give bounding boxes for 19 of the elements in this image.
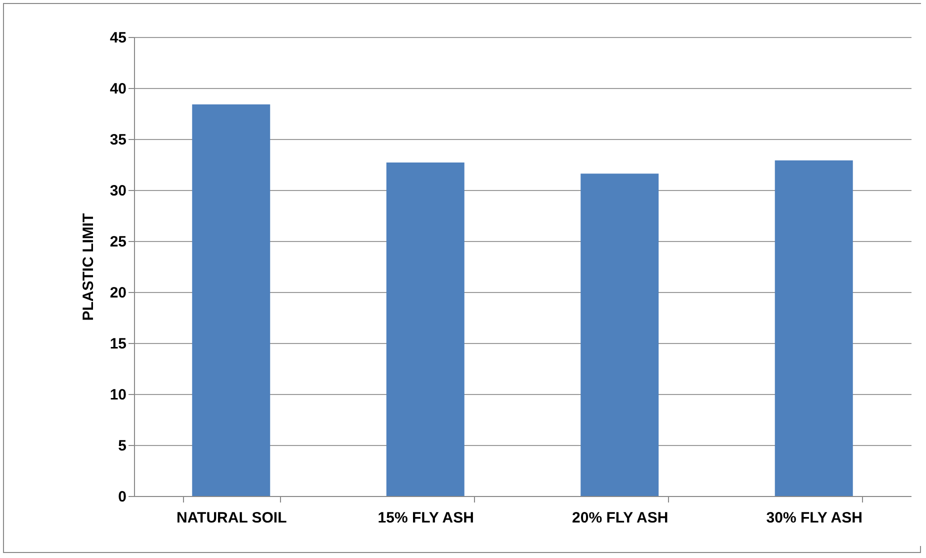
y-tick-label: 25 xyxy=(110,234,126,250)
x-tick-label: NATURAL SOIL xyxy=(176,510,287,526)
y-tick-label: 20 xyxy=(110,284,126,302)
y-tick-label: 10 xyxy=(110,386,126,404)
bar xyxy=(192,104,270,496)
y-tick-label: 40 xyxy=(110,80,126,98)
y-tick-label: 30 xyxy=(110,182,126,200)
y-tick-label: 35 xyxy=(110,132,126,148)
x-tick-label: 30% FLY ASH xyxy=(766,510,862,526)
bar xyxy=(580,174,659,496)
y-tick-label: 0 xyxy=(118,488,126,506)
x-tick-label: 20% FLY ASH xyxy=(572,510,668,526)
y-axis-title: PLASTIC LIMIT xyxy=(80,213,97,321)
y-tick-label: 45 xyxy=(110,30,126,46)
y-tick-label: 15 xyxy=(110,336,126,352)
bar xyxy=(774,160,853,496)
x-tick-label: 15% FLY ASH xyxy=(378,510,474,526)
y-tick-label: 5 xyxy=(118,438,126,454)
bar xyxy=(386,162,464,496)
